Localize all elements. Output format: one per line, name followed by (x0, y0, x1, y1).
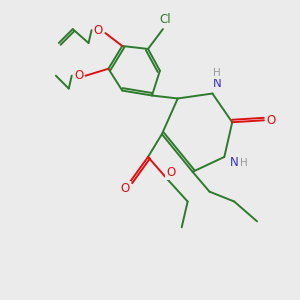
Text: O: O (266, 114, 275, 127)
Text: O: O (166, 166, 176, 179)
Text: N: N (230, 156, 239, 170)
Text: Cl: Cl (159, 13, 171, 26)
Text: H: H (214, 68, 221, 78)
Text: H: H (240, 158, 248, 168)
Text: O: O (94, 24, 103, 37)
Text: N: N (213, 77, 222, 90)
Text: O: O (121, 182, 130, 195)
Text: O: O (74, 69, 83, 82)
